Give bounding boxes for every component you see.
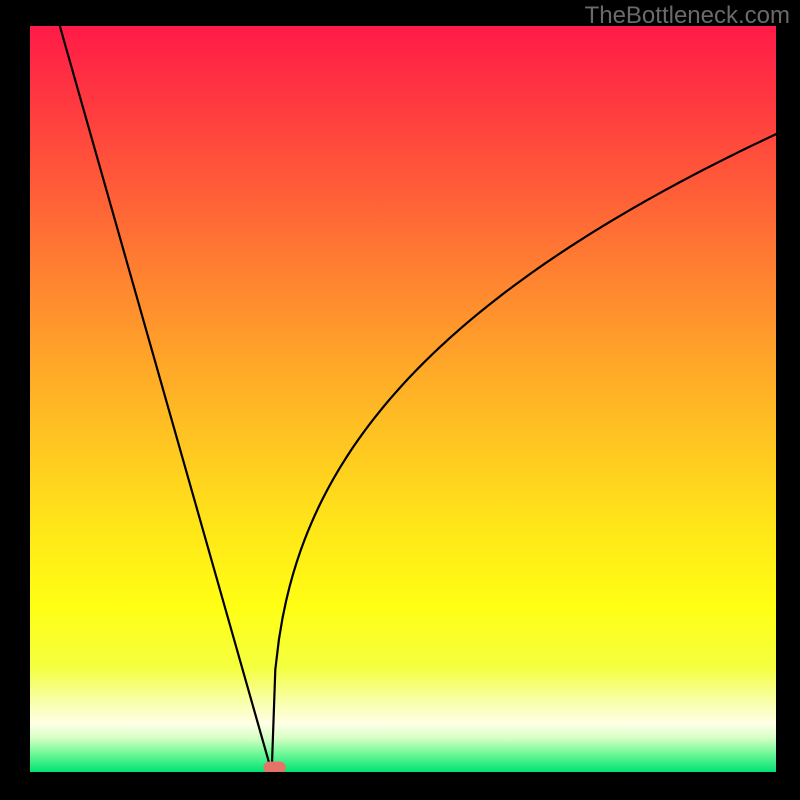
bottleneck-chart xyxy=(30,26,776,772)
optimum-marker xyxy=(263,762,285,772)
chart-container: TheBottleneck.com xyxy=(0,0,800,800)
plot-background xyxy=(30,26,776,772)
watermark-text: TheBottleneck.com xyxy=(585,2,790,30)
